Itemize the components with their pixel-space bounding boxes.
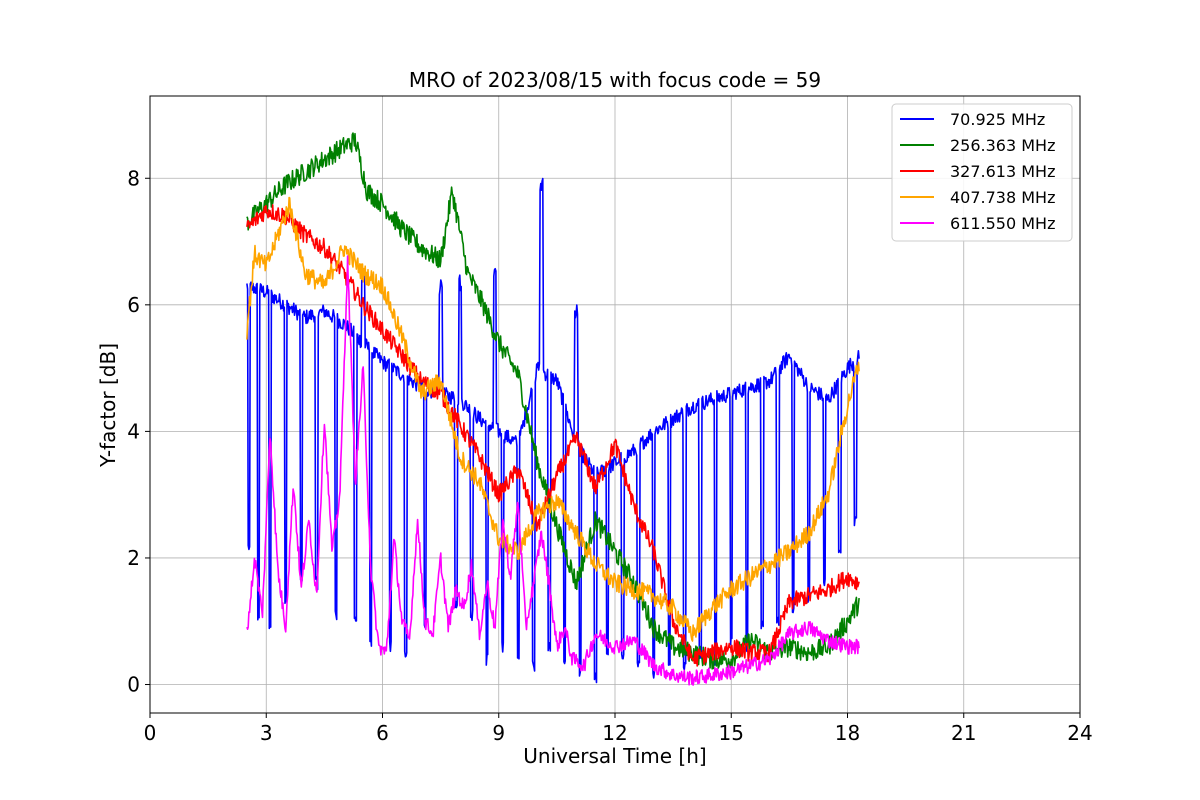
series-line-4 bbox=[246, 255, 860, 686]
y-tick-label: 2 bbox=[127, 546, 140, 570]
x-axis-ticks: 0 3 6 9 12 15 18 21 24 bbox=[144, 713, 1093, 745]
series-line-0 bbox=[246, 177, 860, 684]
legend: 70.925 MHz 256.363 MHz 327.613 MHz 407.738 … bbox=[891, 103, 1073, 242]
x-tick-label: 18 bbox=[835, 721, 860, 745]
series-line-1 bbox=[246, 132, 860, 670]
y-tick-label: 6 bbox=[127, 293, 140, 317]
legend-entry: 407.738 MHz bbox=[950, 188, 1055, 207]
x-tick-label: 6 bbox=[376, 721, 389, 745]
legend-entry: 611.550 MHz bbox=[950, 214, 1055, 233]
legend-entry: 70.925 MHz bbox=[950, 110, 1045, 129]
x-tick-label: 9 bbox=[492, 721, 505, 745]
y-axis-label: Y-factor [dB] bbox=[96, 343, 120, 468]
legend-box bbox=[891, 103, 1073, 242]
x-axis-label: Universal Time [h] bbox=[523, 744, 706, 768]
legend-entry: 256.363 MHz bbox=[950, 136, 1055, 155]
x-tick-label: 21 bbox=[951, 721, 976, 745]
x-tick-label: 24 bbox=[1067, 721, 1092, 745]
x-tick-label: 12 bbox=[602, 721, 627, 745]
plot-lines bbox=[246, 132, 860, 686]
chart-title: MRO of 2023/08/15 with focus code = 59 bbox=[409, 68, 821, 92]
series-line-2 bbox=[246, 204, 860, 667]
y-axis-ticks: 0 2 4 6 8 bbox=[127, 166, 150, 697]
y-tick-label: 8 bbox=[127, 166, 140, 190]
x-tick-label: 15 bbox=[719, 721, 744, 745]
y-tick-label: 4 bbox=[127, 419, 140, 443]
x-tick-label: 0 bbox=[144, 721, 157, 745]
x-tick-label: 3 bbox=[260, 721, 273, 745]
legend-entry: 327.613 MHz bbox=[950, 162, 1055, 181]
y-tick-label: 0 bbox=[127, 673, 140, 697]
series-line-3 bbox=[246, 196, 860, 642]
